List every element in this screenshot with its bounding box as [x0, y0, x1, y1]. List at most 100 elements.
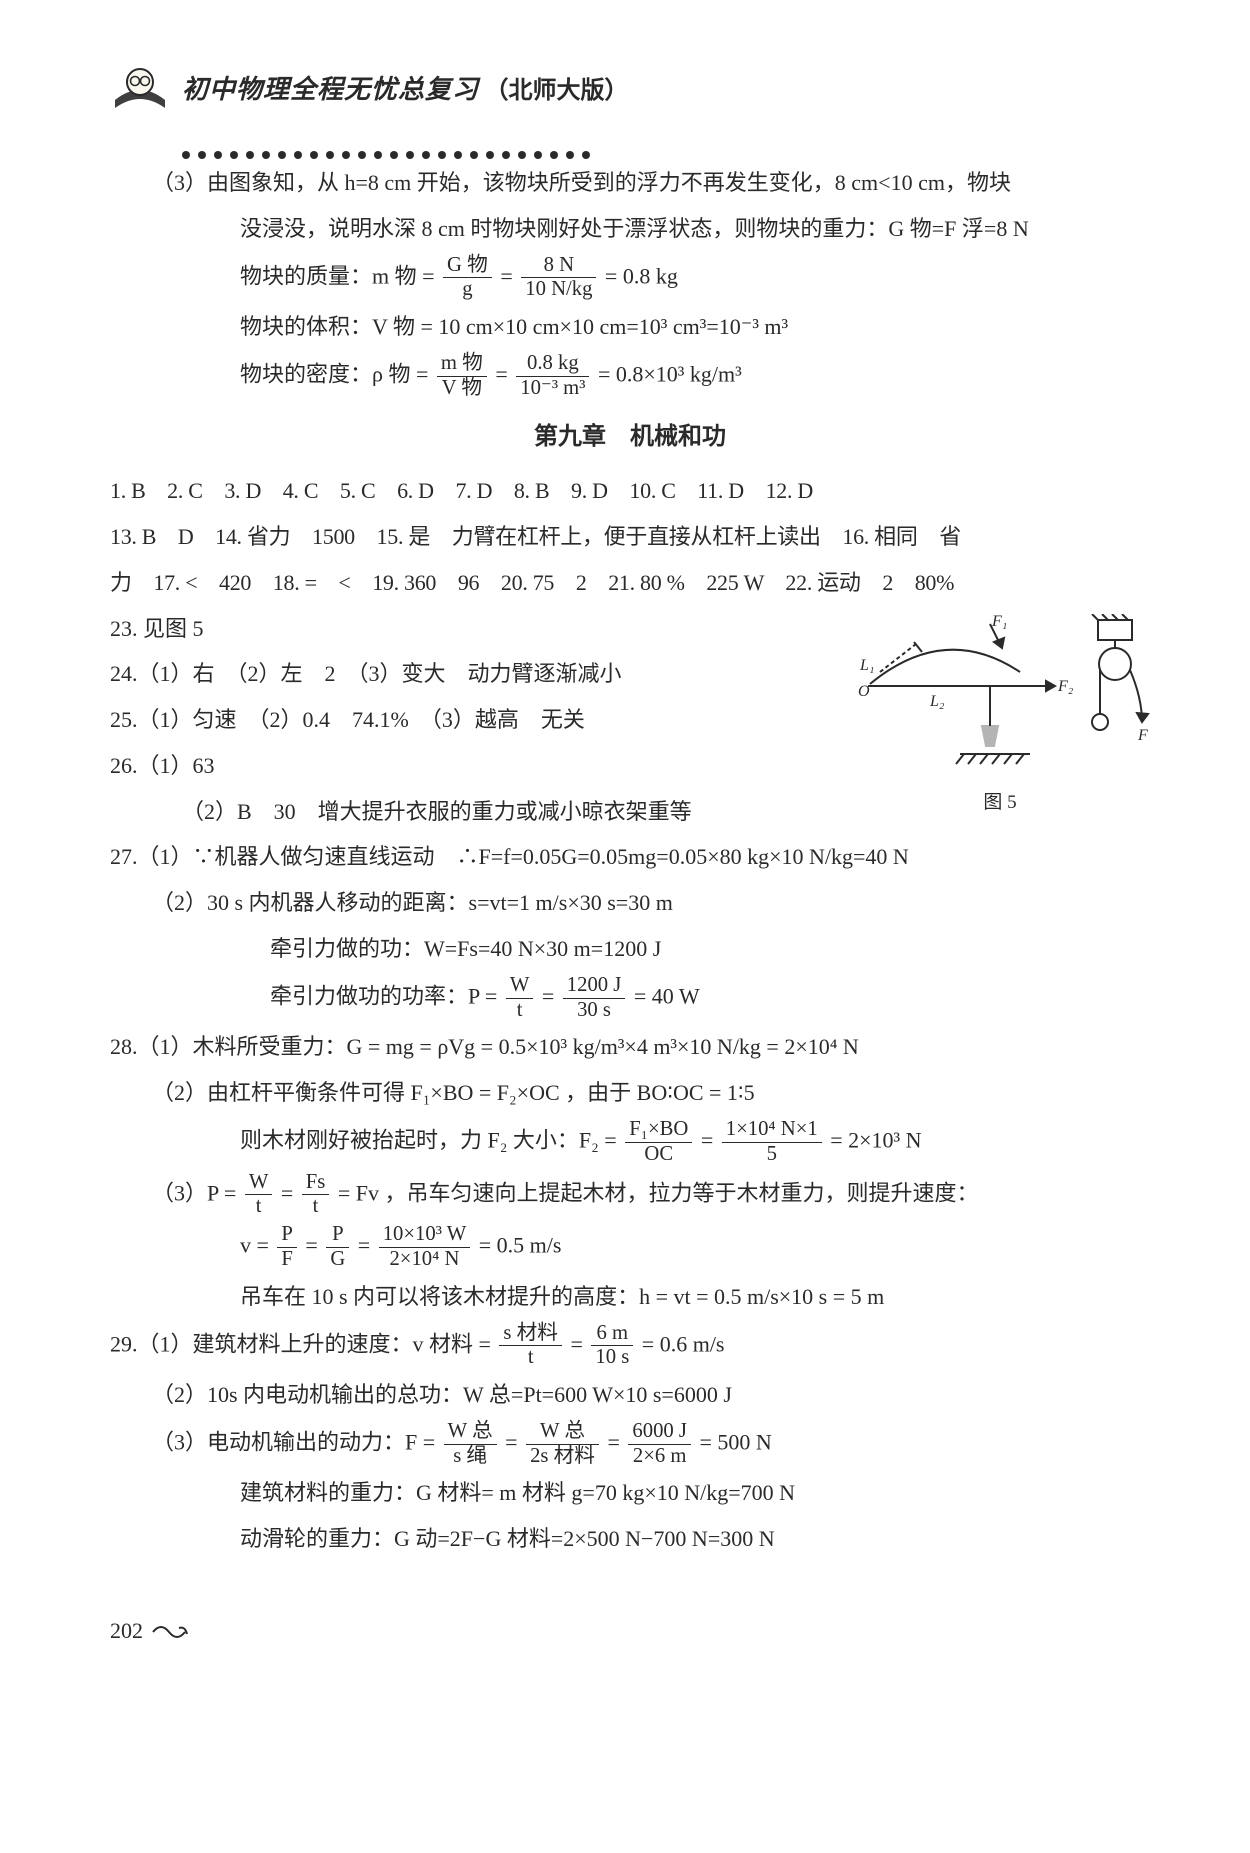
- frac-num: G 物: [443, 254, 492, 278]
- frac-den: F: [277, 1247, 297, 1272]
- frac-num: 10×10³ W: [379, 1223, 471, 1247]
- pre: 29.（1）建筑材料上升的速度：v 材料 =: [110, 1331, 496, 1356]
- frac-den: 10 s: [591, 1345, 633, 1370]
- mid: =: [701, 1127, 719, 1152]
- header-divider-dots: [182, 132, 1150, 144]
- mid: =: [607, 1429, 625, 1454]
- s3-line2: 没浸没，说明水深 8 cm 时物块刚好处于漂浮状态，则物块的重力：G 物=F 浮…: [110, 208, 1150, 250]
- s3-l3-mid: =: [500, 263, 518, 288]
- q28-l3: 则木材刚好被抬起时，力 F₂ 大小：F₂ = F₁×BO OC = 1×10⁴ …: [110, 1118, 1150, 1167]
- s3-l5-post: = 0.8×10³ kg/m³: [598, 361, 742, 386]
- frac: m 物 V 物: [437, 352, 487, 401]
- pre: （3）P =: [152, 1180, 242, 1205]
- s3-l5-pre: 物块的密度：ρ 物 =: [240, 361, 434, 386]
- q27-l2: （2）30 s 内机器人移动的距离：s=vt=1 m/s×30 s=30 m: [110, 882, 1150, 924]
- post: = 40 W: [634, 983, 700, 1008]
- s3-line4: 物块的体积：V 物 = 10 cm×10 cm×10 cm=10³ cm³=10…: [110, 306, 1150, 348]
- fig-label-o: O: [858, 683, 870, 700]
- frac-den: t: [245, 1194, 273, 1219]
- frac-num: 1200 J: [563, 974, 626, 998]
- frac-den: 5: [722, 1142, 822, 1167]
- page-number-value: 202: [110, 1610, 143, 1652]
- q28-l5: v = P F = P G = 10×10³ W 2×10⁴ N = 0.5 m…: [110, 1223, 1150, 1272]
- frac-den: G: [326, 1247, 349, 1272]
- q27-l4: 牵引力做功的功率：P = W t = 1200 J 30 s = 40 W: [110, 974, 1150, 1023]
- s3-l3-post: = 0.8 kg: [605, 263, 678, 288]
- post: = 0.5 m/s: [479, 1232, 562, 1257]
- frac-den: g: [443, 277, 492, 302]
- fig-label-f: F: [1137, 727, 1148, 744]
- frac-num: Fs: [302, 1171, 330, 1195]
- mid: =: [570, 1331, 588, 1356]
- fig-label-f2: F₂: [1057, 678, 1074, 695]
- s3-l3-pre: 物块的质量：m 物 =: [240, 263, 440, 288]
- mc-row2: 13. B D 14. 省力 1500 15. 是 力臂在杠杆上，便于直接从杠杆…: [110, 516, 1150, 558]
- page-decoration-icon: [151, 1620, 191, 1642]
- frac-den: t: [506, 998, 534, 1023]
- fig-label-l2: L₂: [929, 693, 945, 710]
- pre: v =: [240, 1232, 274, 1257]
- frac: Fs t: [302, 1171, 330, 1220]
- frac-num: m 物: [437, 352, 487, 376]
- q28-l6: 吊车在 10 s 内可以将该木材提升的高度：h = vt = 0.5 m/s×1…: [110, 1276, 1150, 1318]
- frac: 1×10⁴ N×1 5: [722, 1118, 822, 1167]
- frac-den: 2s 材料: [526, 1444, 599, 1469]
- s3-l5-mid: =: [495, 361, 513, 386]
- fig-label-f1: F₁: [991, 614, 1007, 630]
- frac: W 总 2s 材料: [526, 1420, 599, 1469]
- s3-line1: （3）由图象知，从 h=8 cm 开始，该物块所受到的浮力不再发生变化，8 cm…: [110, 162, 1150, 204]
- frac: W 总 s 绳: [444, 1420, 497, 1469]
- frac-num: s 材料: [499, 1322, 562, 1346]
- book-emblem-icon: [110, 60, 170, 120]
- q29-l4: 建筑材料的重力：G 材料= m 材料 g=70 kg×10 N/kg=700 N: [110, 1472, 1150, 1514]
- frac-den: t: [302, 1194, 330, 1219]
- frac-num: 1×10⁴ N×1: [722, 1118, 822, 1142]
- frac-den: 10 N/kg: [521, 277, 596, 302]
- frac-num: W 总: [444, 1420, 497, 1444]
- frac-den: 10⁻³ m³: [516, 376, 589, 401]
- chapter-title: 第九章 机械和功: [110, 415, 1150, 461]
- mid: =: [305, 1232, 323, 1257]
- frac: P G: [326, 1223, 349, 1272]
- frac-num: P: [277, 1223, 297, 1247]
- frac: 8 N 10 N/kg: [521, 254, 596, 303]
- s3-line5: 物块的密度：ρ 物 = m 物 V 物 = 0.8 kg 10⁻³ m³ = 0…: [110, 352, 1150, 401]
- frac-den: V 物: [437, 376, 487, 401]
- frac: P F: [277, 1223, 297, 1272]
- mid: =: [358, 1232, 376, 1257]
- q29-l1: 29.（1）建筑材料上升的速度：v 材料 = s 材料 t = 6 m 10 s…: [110, 1322, 1150, 1371]
- frac-num: W 总: [526, 1420, 599, 1444]
- figure-5: F₁ F₂ L₁ L₂ O F 图 5: [850, 614, 1150, 821]
- header-paren: （北师大版）: [485, 78, 629, 104]
- q28-l4: （3）P = W t = Fs t = Fv ，吊车匀速向上提起木材，拉力等于木…: [110, 1171, 1150, 1220]
- frac-den: t: [499, 1345, 562, 1370]
- figure-5-caption: 图 5: [850, 785, 1150, 821]
- pre: （3）电动机输出的动力：F =: [152, 1429, 441, 1454]
- post: = 500 N: [699, 1429, 771, 1454]
- figure-5-svg: F₁ F₂ L₁ L₂ O F: [850, 614, 1150, 774]
- page-number: 202: [110, 1610, 1150, 1652]
- header-title-wrap: 初中物理全程无忧总复习 （北师大版）: [182, 65, 629, 115]
- frac-num: F₁×BO: [625, 1118, 692, 1142]
- post: = 0.6 m/s: [642, 1331, 725, 1356]
- pre: 则木材刚好被抬起时，力 F₂ 大小：F₂ =: [240, 1127, 622, 1152]
- post: = 2×10³ N: [830, 1127, 921, 1152]
- frac: 0.8 kg 10⁻³ m³: [516, 352, 589, 401]
- q27-l1: 27.（1）∵机器人做匀速直线运动 ∴F=f=0.05G=0.05mg=0.05…: [110, 836, 1150, 878]
- frac-num: W: [245, 1171, 273, 1195]
- q28-l1: 28.（1）木料所受重力：G = mg = ρVg = 0.5×10³ kg/m…: [110, 1026, 1150, 1068]
- frac: G 物 g: [443, 254, 492, 303]
- frac: W t: [506, 974, 534, 1023]
- mid: =: [542, 983, 560, 1008]
- frac: 10×10³ W 2×10⁴ N: [379, 1223, 471, 1272]
- frac: W t: [245, 1171, 273, 1220]
- q29-l2: （2）10s 内电动机输出的总功：W 总=Pt=600 W×10 s=6000 …: [110, 1374, 1150, 1416]
- frac-num: 6000 J: [628, 1420, 691, 1444]
- page-content: （3）由图象知，从 h=8 cm 开始，该物块所受到的浮力不再发生变化，8 cm…: [110, 162, 1150, 1560]
- header-title: 初中物理全程无忧总复习: [182, 75, 479, 104]
- frac-den: OC: [625, 1142, 692, 1167]
- frac-num: W: [506, 974, 534, 998]
- post: = Fv ，吊车匀速向上提起木材，拉力等于木材重力，则提升速度：: [338, 1180, 979, 1205]
- frac-den: 2×10⁴ N: [379, 1247, 471, 1272]
- frac-num: 0.8 kg: [516, 352, 589, 376]
